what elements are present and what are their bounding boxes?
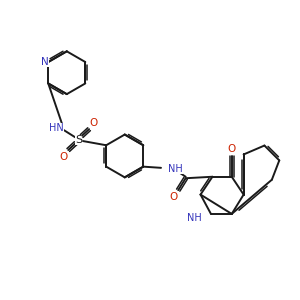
Text: O: O xyxy=(59,152,67,161)
Text: O: O xyxy=(89,118,98,128)
Text: O: O xyxy=(228,144,236,154)
Text: N: N xyxy=(41,57,49,67)
Text: O: O xyxy=(169,192,177,202)
Text: NH: NH xyxy=(168,164,183,174)
Text: HN: HN xyxy=(49,123,64,133)
Text: NH: NH xyxy=(187,213,202,224)
Text: S: S xyxy=(75,135,82,145)
